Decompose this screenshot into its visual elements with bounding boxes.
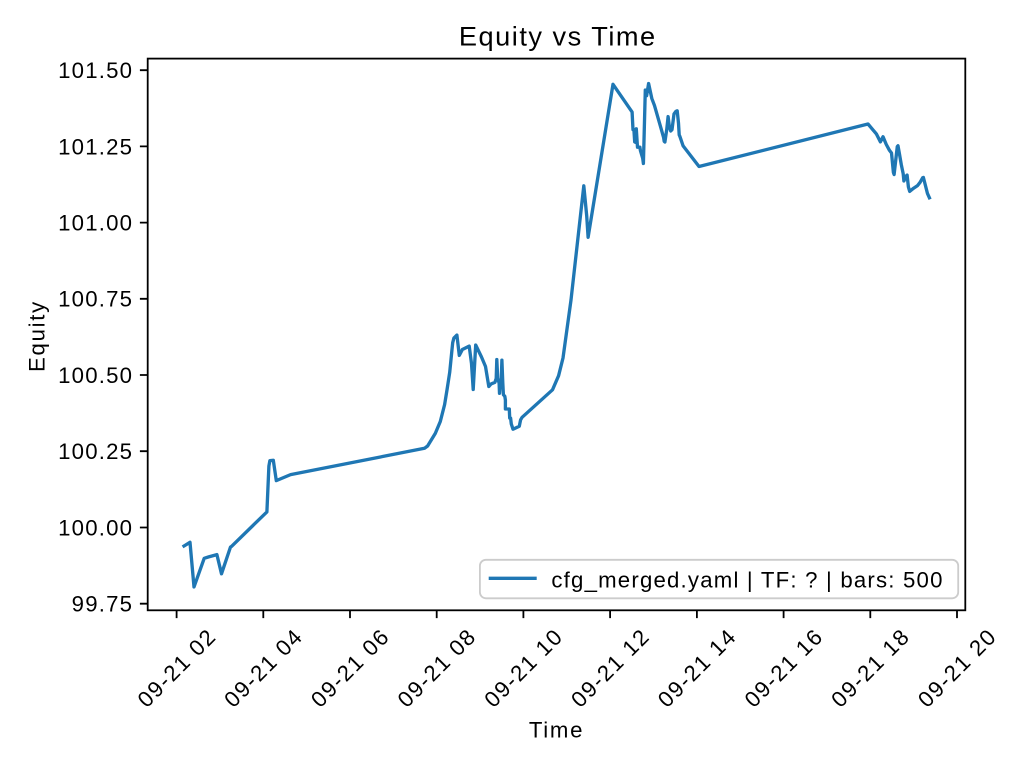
- svg-text:cfg_merged.yaml | TF: ? | bars: cfg_merged.yaml | TF: ? | bars: 500: [551, 568, 943, 593]
- svg-text:100.50: 100.50: [58, 363, 133, 388]
- svg-text:100.25: 100.25: [58, 439, 133, 464]
- svg-text:100.00: 100.00: [58, 515, 133, 540]
- svg-text:101.25: 101.25: [58, 134, 133, 159]
- svg-text:Equity vs Time: Equity vs Time: [459, 21, 657, 52]
- svg-text:Time: Time: [529, 718, 584, 743]
- svg-text:101.00: 101.00: [58, 211, 133, 236]
- svg-text:99.75: 99.75: [72, 592, 134, 617]
- svg-text:Equity: Equity: [24, 300, 49, 372]
- svg-text:100.75: 100.75: [58, 287, 133, 312]
- svg-text:101.50: 101.50: [58, 58, 133, 83]
